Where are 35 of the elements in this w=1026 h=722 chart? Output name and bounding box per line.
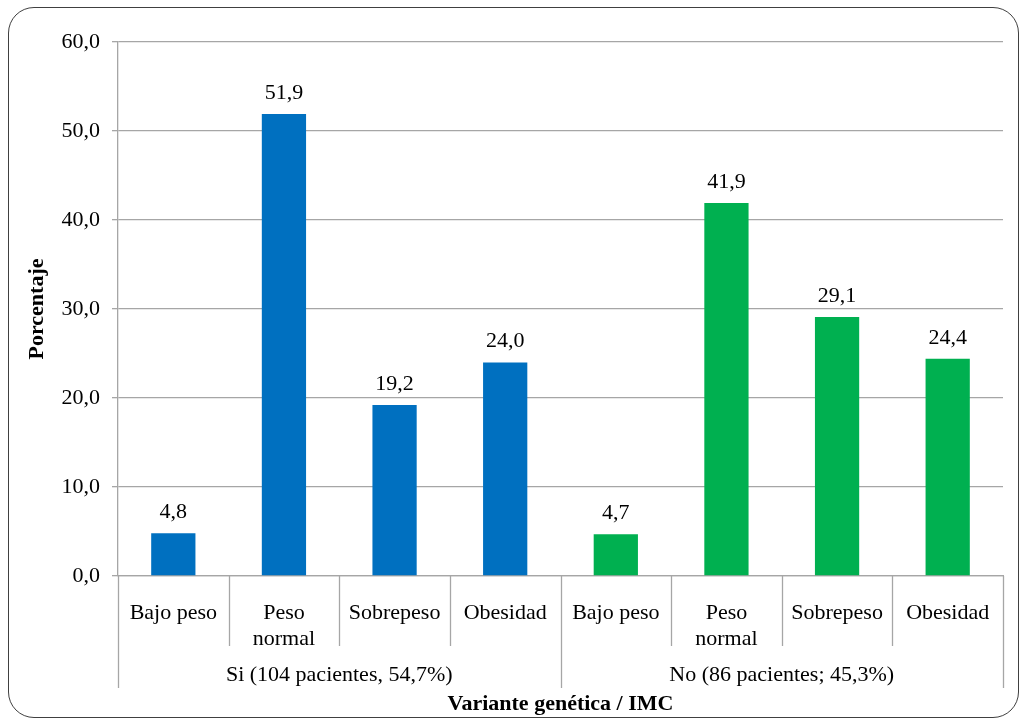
data-label: 24,0 xyxy=(485,327,525,353)
y-axis-title: Porcentaje xyxy=(22,258,48,360)
bar xyxy=(261,114,307,576)
bar xyxy=(372,405,417,576)
bar xyxy=(814,317,860,576)
x-tick-label: Sobrepeso xyxy=(791,598,883,624)
data-label: 24,4 xyxy=(928,323,967,349)
bar xyxy=(925,358,970,576)
bar xyxy=(483,362,528,576)
y-tick-label: 60,0 xyxy=(61,27,100,53)
bar xyxy=(704,203,749,576)
x-tick-label: Obesidad xyxy=(463,598,547,624)
bar xyxy=(593,534,638,576)
x-tick-label: Obesidad xyxy=(906,598,990,624)
x-tick-label: Peso normal xyxy=(695,598,758,651)
y-tick-label: 0,0 xyxy=(72,561,100,587)
x-tick-label: Bajo peso xyxy=(129,598,218,624)
x-axis-title: Variante genética / IMC xyxy=(447,690,674,716)
text: No (86 pacientes; 45,3%) xyxy=(669,660,895,686)
y-tick-label: 10,0 xyxy=(61,472,100,498)
y-tick-label: 30,0 xyxy=(61,294,100,320)
x-tick-label: Bajo peso xyxy=(572,598,660,624)
data-label: 41,9 xyxy=(707,168,746,194)
x-tick-label: Peso normal xyxy=(252,598,316,651)
text: Si (104 pacientes, 54,7%) xyxy=(225,660,453,686)
data-label: 19,2 xyxy=(375,370,414,396)
data-label: 4,7 xyxy=(602,499,630,525)
x-tick-label: Sobrepeso xyxy=(348,598,441,624)
data-label: 29,1 xyxy=(817,282,857,308)
data-label: 4,8 xyxy=(159,498,188,524)
y-tick-label: 20,0 xyxy=(61,383,100,409)
y-tick-label: 40,0 xyxy=(61,205,100,231)
data-label: 51,9 xyxy=(264,79,304,105)
bar xyxy=(151,533,196,576)
y-tick-label: 50,0 xyxy=(61,116,100,142)
